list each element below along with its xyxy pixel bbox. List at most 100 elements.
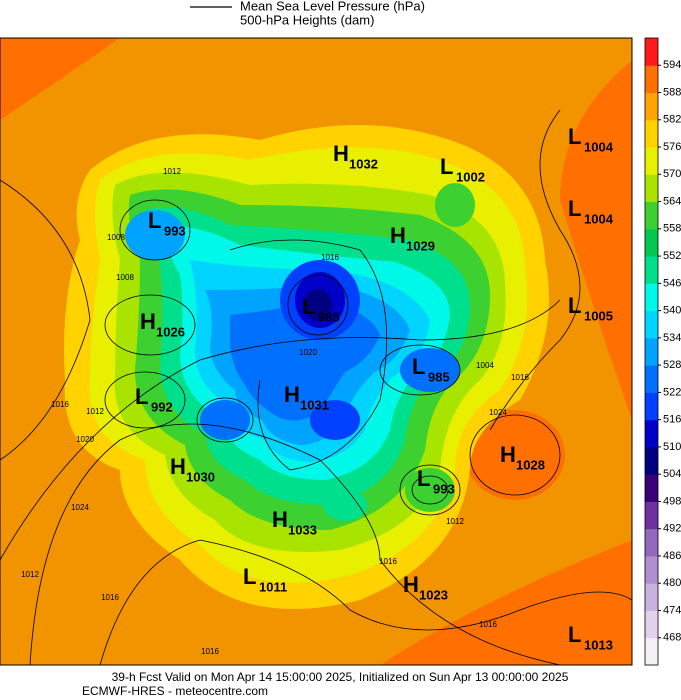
isobar xyxy=(411,475,449,505)
isobar-label: 1016 xyxy=(479,620,497,629)
colorbar-segment xyxy=(645,637,658,666)
colorbar-segment xyxy=(645,256,658,284)
center-symbol: H xyxy=(390,223,406,248)
center-symbol: L xyxy=(243,564,256,589)
colorbar-label: 468 xyxy=(663,632,681,644)
isobar xyxy=(287,274,349,336)
center-pressure: 1002 xyxy=(456,169,485,184)
colorbar-segment xyxy=(645,65,658,94)
center-pressure: 1004 xyxy=(584,211,614,226)
isobar xyxy=(119,199,191,261)
colorbar-label: 474 xyxy=(663,604,681,616)
colorbar-segment xyxy=(645,610,658,639)
isobar xyxy=(399,464,461,516)
height-region xyxy=(0,38,120,120)
center-pressure: 1031 xyxy=(300,397,329,412)
center-pressure: 993 xyxy=(433,481,455,496)
colorbar-label: 498 xyxy=(663,495,681,507)
center-pressure: 1032 xyxy=(349,156,378,171)
colorbar-segment xyxy=(645,501,658,530)
center-pressure: 1005 xyxy=(584,308,613,323)
center-symbol: L xyxy=(568,293,581,318)
center-pressure: 992 xyxy=(151,399,173,414)
colorbar-label: 552 xyxy=(663,250,681,262)
colorbar-label: 522 xyxy=(663,386,681,398)
colorbar-segment xyxy=(645,555,658,584)
center-symbol: H xyxy=(284,382,300,407)
center-symbol: L xyxy=(440,154,453,179)
colorbar-label: 486 xyxy=(663,550,681,562)
colorbar-segment xyxy=(645,392,658,421)
height-region xyxy=(400,348,460,392)
isobar xyxy=(379,344,461,396)
colorbar-segment xyxy=(645,119,658,148)
colorbar-label: 558 xyxy=(663,223,681,235)
isobar-label: 1016 xyxy=(201,647,219,656)
colorbar-label: 528 xyxy=(663,359,681,371)
colorbar-segment xyxy=(645,147,658,175)
center-symbol: L xyxy=(568,124,581,149)
colorbar-segment xyxy=(645,201,658,230)
isobar xyxy=(0,179,91,461)
center-pressure: 1029 xyxy=(406,238,435,253)
isobar xyxy=(469,414,561,496)
center-symbol: H xyxy=(170,454,186,479)
height-region xyxy=(310,400,360,440)
isobar-label: 1008 xyxy=(107,233,125,242)
legend-fill-label: 500-hPa Heights (dam) xyxy=(240,12,374,27)
colorbar-segment xyxy=(645,283,658,312)
height-region xyxy=(304,289,332,321)
colorbar-label: 510 xyxy=(663,441,681,453)
isobar-label: 1012 xyxy=(21,570,39,579)
isobar-label: 1016 xyxy=(379,557,397,566)
map-frame xyxy=(0,37,633,666)
isobars xyxy=(0,109,632,665)
colorbar: 468 474 480 486 492 498 504 510 516 522 528 534 540 5… xyxy=(644,37,681,666)
height-region xyxy=(323,489,367,521)
isobar-label: 1004 xyxy=(476,361,494,370)
colorbar-frame xyxy=(644,37,659,666)
center-symbol: H xyxy=(140,309,156,334)
isobar xyxy=(104,294,196,356)
center-symbol: H xyxy=(333,141,349,166)
colorbar-label: 588 xyxy=(663,86,681,98)
center-symbol: L xyxy=(135,384,148,409)
legend-line-label: Mean Sea Level Pressure (hPa) xyxy=(240,0,425,13)
isobar-label: 1012 xyxy=(446,517,464,526)
colorbar-label: 516 xyxy=(663,414,681,426)
center-symbol: L xyxy=(568,622,581,647)
colorbar-segment xyxy=(645,365,658,393)
colorbar-label: 594 xyxy=(663,59,681,71)
footer-valid: 39-h Fcst Valid on Mon Apr 14 15:00:00 2… xyxy=(112,670,569,684)
colorbar-segment xyxy=(645,174,658,203)
colorbar-label: 570 xyxy=(663,168,681,180)
isobar xyxy=(99,539,632,665)
isobar-label: 1016 xyxy=(51,400,69,409)
isobar-label: 1008 xyxy=(116,273,134,282)
colorbar-segment xyxy=(645,92,658,121)
colorbar-segment xyxy=(645,446,658,475)
isobar xyxy=(229,239,388,471)
isobar xyxy=(196,397,254,443)
isobar-labels: 1012 1008 1008 1016 1012 1020 1024 1012 1016 1016… xyxy=(21,167,529,656)
isobar-label: 1020 xyxy=(299,348,317,357)
isobar-label: 1012 xyxy=(86,407,104,416)
isobar-label: 1024 xyxy=(489,408,507,417)
isobar xyxy=(29,423,561,665)
center-pressure: 1033 xyxy=(288,522,317,537)
colorbar-segment xyxy=(645,337,658,366)
center-symbol: H xyxy=(272,507,288,532)
center-pressure: 985 xyxy=(428,369,450,384)
colorbar-label: 546 xyxy=(663,277,681,289)
colorbar-segment xyxy=(645,228,658,257)
center-pressure: 1011 xyxy=(259,579,287,594)
colorbar-segment xyxy=(645,38,658,66)
center-pressure: 1026 xyxy=(156,324,185,339)
isobar-label: 1024 xyxy=(71,503,89,512)
center-symbol: L xyxy=(568,196,581,221)
height-region xyxy=(435,183,475,227)
height-region xyxy=(405,468,455,512)
height-region xyxy=(200,400,250,440)
height-region xyxy=(380,540,632,665)
